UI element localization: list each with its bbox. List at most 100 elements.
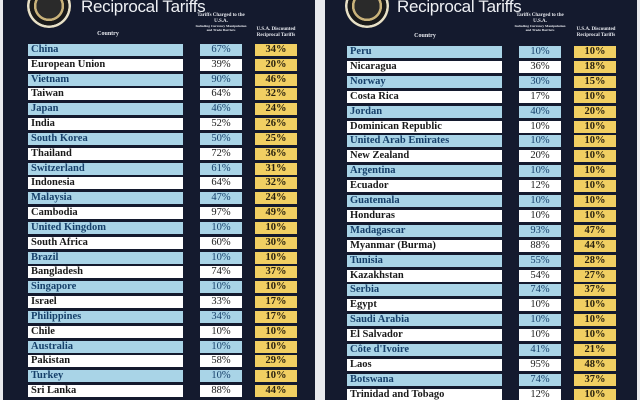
country-cell: Norway — [347, 75, 502, 88]
table-row: Switzerland 61% 31% — [3, 162, 315, 175]
table-row: Taiwan 64% 32% — [3, 88, 315, 101]
table-row: Pakistan 58% 29% — [3, 355, 315, 368]
table-row: India 52% 26% — [3, 118, 315, 131]
discounted-tariff-cell: 10% — [255, 325, 297, 338]
tariff-charged-cell: 88% — [200, 385, 242, 398]
tariff-charged-cell: 12% — [519, 388, 561, 400]
discounted-tariff-cell: 44% — [574, 239, 616, 252]
table-row: United Arab Emirates 10% 10% — [325, 135, 634, 148]
country-cell: Kazakhstan — [347, 269, 502, 282]
table-row: Côte d'Ivoire 41% 21% — [325, 344, 634, 356]
discounted-tariff-cell: 37% — [574, 284, 616, 297]
discounted-tariff-cell: 46% — [255, 73, 297, 86]
panel-title: Reciprocal Tariffs — [81, 0, 206, 16]
discounted-tariff-cell: 32% — [255, 177, 297, 190]
table-row: Australia 10% 10% — [3, 340, 315, 353]
tariff-charged-cell: 10% — [200, 251, 242, 264]
discounted-tariff-cell: 24% — [255, 192, 297, 205]
tariff-charged-cell: 30% — [519, 75, 561, 88]
country-cell: Chile — [28, 325, 183, 338]
tariff-charged-cell: 64% — [200, 177, 242, 190]
country-cell: Japan — [28, 103, 183, 116]
country-cell: Laos — [347, 358, 502, 371]
tariff-charged-cell: 52% — [200, 118, 242, 131]
discounted-tariff-cell: 37% — [574, 373, 616, 386]
header-country: Country — [97, 31, 119, 37]
discounted-tariff-cell: 44% — [255, 385, 297, 398]
header-discounted: U.S.A. Discounted Reciprocal Tariffs — [256, 27, 296, 38]
table-row: Trinidad and Tobago 12% 10% — [325, 388, 634, 400]
discounted-tariff-cell: 10% — [574, 388, 616, 400]
tariff-charged-cell: 10% — [519, 46, 561, 58]
discounted-tariff-cell: 18% — [574, 60, 616, 73]
discounted-tariff-cell: 10% — [574, 329, 616, 342]
tariff-charged-cell: 46% — [200, 103, 242, 116]
tariff-charged-cell: 74% — [519, 284, 561, 297]
table-row: Costa Rica 17% 10% — [325, 90, 634, 103]
discounted-tariff-cell: 48% — [574, 358, 616, 371]
table-row: Egypt 10% 10% — [325, 299, 634, 312]
tariff-charged-cell: 10% — [200, 281, 242, 294]
table-row: El Salvador 10% 10% — [325, 329, 634, 342]
country-cell: Serbia — [347, 284, 502, 297]
tariff-charged-cell: 10% — [519, 209, 561, 222]
table-row: Saudi Arabia 10% 10% — [325, 314, 634, 327]
table-row: New Zealand 20% 10% — [325, 150, 634, 163]
discounted-tariff-cell: 24% — [255, 103, 297, 116]
table-row: Honduras 10% 10% — [325, 209, 634, 222]
country-cell: Madagascar — [347, 224, 502, 237]
presidential-seal-icon — [27, 0, 71, 28]
country-cell: Saudi Arabia — [347, 314, 502, 327]
country-cell: New Zealand — [347, 150, 502, 163]
table-row: Madagascar 93% 47% — [325, 224, 634, 237]
table-row: Malaysia 47% 24% — [3, 192, 315, 205]
discounted-tariff-cell: 10% — [574, 135, 616, 148]
country-cell: Australia — [28, 340, 183, 353]
tariff-charged-cell: 12% — [519, 180, 561, 193]
header-tariffs-charged-label: Tariffs Charged to the U.S.A. — [197, 13, 245, 24]
header-tariffs-charged: Tariffs Charged to the U.S.A. Including C… — [512, 13, 568, 32]
country-cell: Philippines — [28, 310, 183, 323]
discounted-tariff-cell: 10% — [255, 251, 297, 264]
discounted-tariff-cell: 31% — [255, 162, 297, 175]
table-row: Brazil 10% 10% — [3, 251, 315, 264]
discounted-tariff-cell: 10% — [255, 370, 297, 383]
country-cell: Botswana — [347, 373, 502, 386]
table-row: Cambodia 97% 49% — [3, 207, 315, 220]
discounted-tariff-cell: 15% — [574, 75, 616, 88]
table-row: Kazakhstan 54% 27% — [325, 269, 634, 282]
country-cell: Vietnam — [28, 73, 183, 86]
discounted-tariff-cell: 17% — [255, 310, 297, 323]
table-row: United Kingdom 10% 10% — [3, 221, 315, 234]
discounted-tariff-cell: 21% — [574, 344, 616, 356]
discounted-tariff-cell: 27% — [574, 269, 616, 282]
country-cell: India — [28, 118, 183, 131]
tariff-charged-cell: 36% — [519, 60, 561, 73]
tariff-charged-cell: 95% — [519, 358, 561, 371]
discounted-tariff-cell: 30% — [255, 236, 297, 249]
tariff-panel-right: Reciprocal Tariffs Country Tariffs Charg… — [325, 0, 637, 400]
tariff-charged-cell: 40% — [519, 105, 561, 118]
discounted-tariff-cell: 49% — [255, 207, 297, 220]
table-row: South Africa 60% 30% — [3, 236, 315, 249]
discounted-tariff-cell: 10% — [574, 195, 616, 207]
country-cell: El Salvador — [347, 329, 502, 342]
table-row: Guatemala 10% 10% — [325, 195, 634, 207]
discounted-tariff-cell: 10% — [574, 299, 616, 312]
table-row: European Union 39% 20% — [3, 58, 315, 71]
discounted-tariff-cell: 10% — [574, 180, 616, 193]
tariff-charged-cell: 20% — [519, 150, 561, 163]
tariff-charged-cell: 10% — [519, 195, 561, 207]
tariff-charged-cell: 10% — [200, 370, 242, 383]
header-tariffs-charged-sub: Including Currency Manipulation and Trad… — [195, 24, 247, 32]
discounted-tariff-cell: 20% — [574, 105, 616, 118]
discounted-tariff-cell: 29% — [255, 355, 297, 368]
country-cell: Myanmar (Burma) — [347, 239, 502, 252]
country-cell: Egypt — [347, 299, 502, 312]
table-row: Bangladesh 74% 37% — [3, 266, 315, 279]
country-cell: Switzerland — [28, 162, 183, 175]
table-row: Vietnam 90% 46% — [3, 73, 315, 86]
tariff-panel-left: Reciprocal Tariffs Country Tariffs Charg… — [3, 0, 315, 400]
tariff-charged-cell: 10% — [200, 340, 242, 353]
tariff-charged-cell: 61% — [200, 162, 242, 175]
